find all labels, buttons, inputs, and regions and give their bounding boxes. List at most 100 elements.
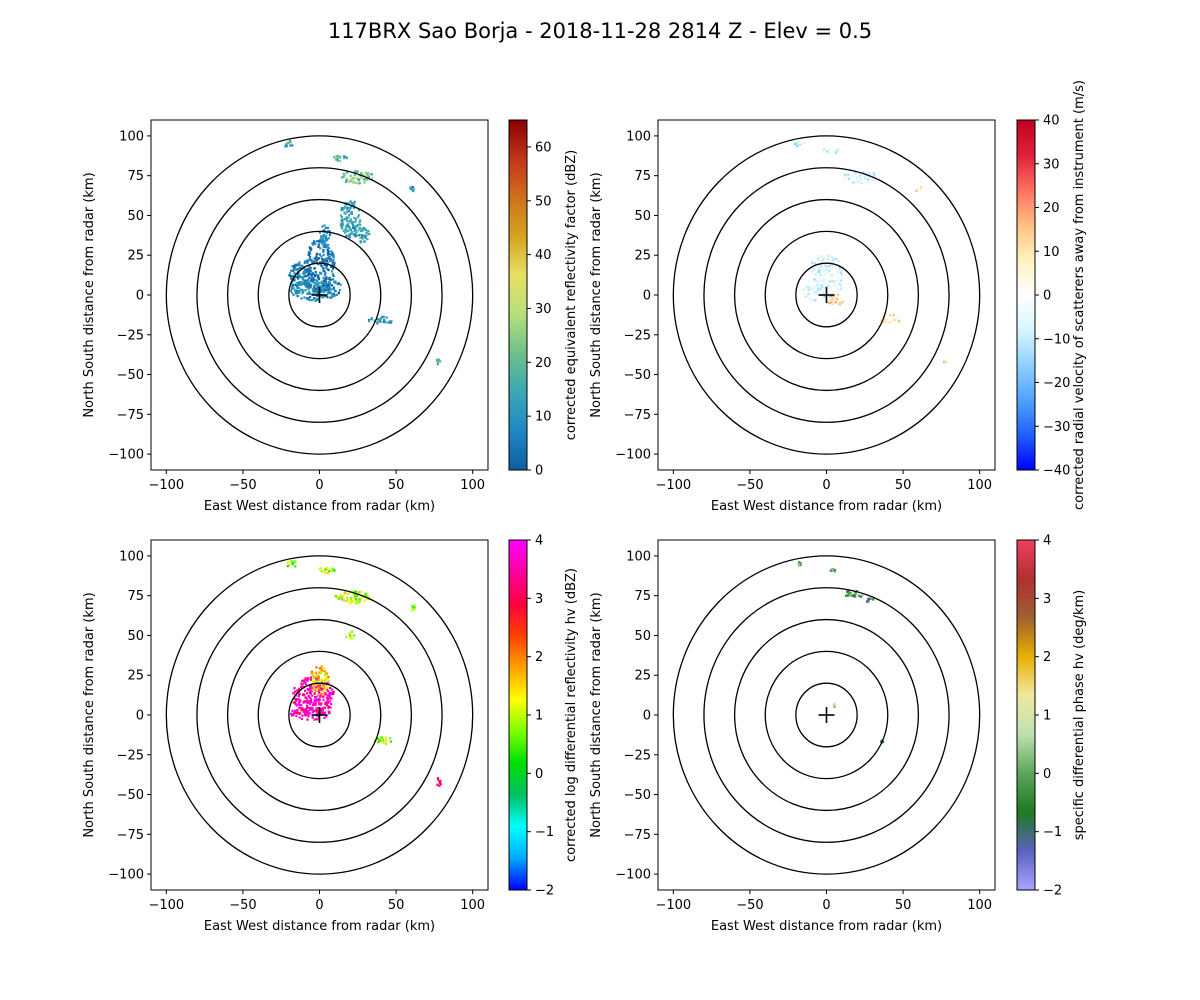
echo-cell: [832, 702, 836, 708]
echo-cell: [341, 170, 373, 185]
colorbar-tick-label: 40: [535, 248, 552, 263]
colorbar-label: specific differential phase hv (deg/km): [1072, 590, 1087, 840]
colorbar-tick-label: 4: [535, 534, 543, 549]
echo-cell: [332, 154, 348, 163]
colorbar-tick-label: 20: [535, 356, 552, 371]
plot-area: [672, 135, 981, 455]
x-tick-label: −50: [229, 898, 256, 913]
y-tick-label: 25: [634, 249, 651, 264]
y-tick-label: 25: [127, 669, 144, 684]
y-tick-label: −100: [108, 868, 144, 883]
colorbar: [508, 539, 528, 891]
echo-cell: [866, 597, 875, 603]
colorbar-tick-label: 20: [1043, 201, 1060, 216]
echo-cell: [284, 139, 294, 148]
echo-cell: [292, 676, 335, 716]
range-ring: [795, 682, 858, 748]
x-tick-label: 0: [822, 478, 830, 493]
range-ring: [165, 135, 474, 455]
x-axis-label: East West distance from radar (km): [204, 499, 435, 514]
y-tick-label: 0: [136, 289, 144, 304]
echo-cell: [822, 146, 841, 155]
colorbar-tick-label: −40: [1043, 464, 1070, 479]
echo-cell: [796, 561, 802, 567]
echo-cell: [409, 185, 415, 193]
echo-cell: [914, 185, 923, 192]
y-tick-label: 75: [634, 589, 651, 604]
y-tick-label: 50: [634, 629, 651, 644]
y-axis-label: North South distance from radar (km): [589, 172, 604, 417]
y-tick-label: −25: [117, 748, 144, 763]
x-tick-label: −50: [229, 478, 256, 493]
colorbar-tick-label: 40: [1043, 114, 1060, 129]
range-ring: [703, 167, 950, 423]
echo-cell: [286, 560, 297, 568]
range-ring: [764, 650, 889, 780]
y-tick-label: −75: [624, 408, 651, 423]
colorbar-tick-label: −10: [1043, 332, 1070, 347]
echo-cell: [943, 357, 949, 365]
colorbar-tick-label: 0: [1043, 767, 1051, 782]
y-tick-label: −50: [624, 788, 651, 803]
plot-area: [672, 555, 981, 875]
range-ring: [795, 262, 858, 328]
echo-cell: [345, 630, 355, 640]
y-tick-label: 50: [127, 209, 144, 224]
colorbar-tick-label: 10: [535, 410, 552, 425]
x-tick-label: 100: [460, 898, 485, 913]
panel-kdp: −100 −50 0 50 100 −100 −75 −50 −25 0 25 50 75 100 East…: [589, 534, 1087, 935]
y-tick-label: −50: [624, 368, 651, 383]
x-tick-label: 100: [460, 478, 485, 493]
echo-cell: [310, 665, 330, 696]
y-tick-label: −100: [108, 448, 144, 463]
colorbar-tick-label: 3: [535, 592, 543, 607]
colorbar-label: corrected equivalent reflectivity factor…: [564, 150, 579, 441]
y-tick-label: −25: [624, 748, 651, 763]
y-axis-label: North South distance from radar (km): [82, 592, 97, 837]
x-tick-label: 50: [895, 478, 912, 493]
x-tick-label: −100: [655, 898, 691, 913]
y-tick-label: 100: [626, 549, 651, 564]
x-axis-label: East West distance from radar (km): [711, 499, 942, 514]
plot-area: [165, 135, 474, 455]
y-axis-label: North South distance from radar (km): [589, 592, 604, 837]
colorbar-tick-label: 3: [1043, 592, 1051, 607]
colorbar-tick-label: 10: [1043, 245, 1060, 260]
panel-zdr: −100 −50 0 50 100 −100 −75 −50 −25 0 25 50 75 100 East…: [82, 534, 579, 935]
x-tick-label: 0: [315, 898, 323, 913]
echo-cell: [410, 604, 416, 612]
y-tick-label: −25: [117, 328, 144, 343]
y-tick-label: 100: [119, 129, 144, 144]
x-tick-label: −50: [736, 478, 763, 493]
range-ring: [196, 167, 443, 423]
y-tick-label: −50: [117, 368, 144, 383]
y-tick-label: 100: [119, 549, 144, 564]
colorbar-label: corrected radial velocity of scatterers …: [1072, 80, 1087, 510]
range-ring: [672, 135, 981, 455]
colorbar: [1016, 119, 1036, 471]
x-tick-label: 0: [822, 898, 830, 913]
y-tick-label: 50: [127, 629, 144, 644]
panels: −100 −50 0 50 100−100−75−50−250255075100East…: [82, 80, 1087, 934]
x-tick-label: −100: [148, 898, 184, 913]
echo-cell: [436, 777, 442, 787]
y-tick-label: 0: [643, 709, 651, 724]
range-ring: [226, 618, 413, 812]
x-tick-label: −50: [736, 898, 763, 913]
y-tick-label: 100: [626, 129, 651, 144]
colorbar-tick-label: −1: [1043, 825, 1062, 840]
y-tick-label: −75: [117, 408, 144, 423]
echo-cell: [435, 358, 442, 366]
echo-cell: [802, 281, 826, 302]
x-tick-label: 50: [388, 898, 405, 913]
x-tick-label: 50: [388, 478, 405, 493]
range-ring: [672, 555, 981, 875]
colorbar-tick-label: 60: [535, 140, 552, 155]
y-tick-label: −100: [615, 448, 651, 463]
range-ring: [226, 198, 413, 392]
colorbar-tick-label: 0: [535, 464, 543, 479]
colorbar-tick-label: −2: [1043, 884, 1062, 899]
echo-cell: [318, 566, 336, 575]
echo-cell: [339, 200, 362, 239]
range-ring: [165, 555, 474, 875]
